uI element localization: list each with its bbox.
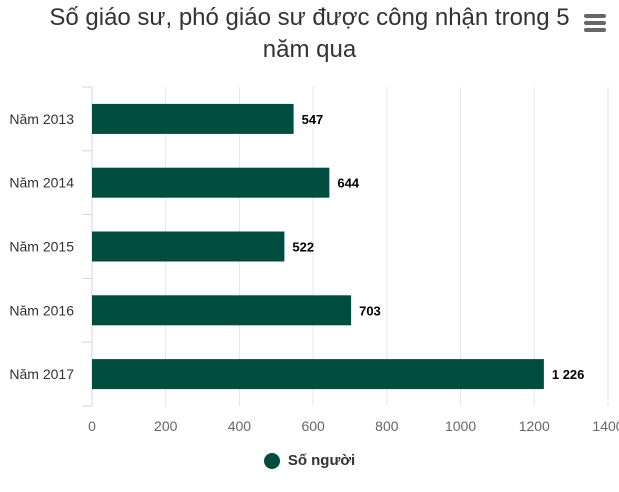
legend-item[interactable]: Số người — [263, 452, 356, 469]
category-label: Năm 2014 — [9, 175, 74, 191]
x-tick-label: 200 — [154, 418, 178, 434]
category-label: Năm 2015 — [9, 239, 74, 255]
legend-marker — [263, 452, 280, 469]
x-tick-label: 400 — [228, 418, 252, 434]
hamburger-menu-icon[interactable] — [584, 14, 608, 36]
legend-label: Số người — [287, 452, 356, 469]
data-label: 547 — [302, 112, 324, 127]
legend: Số người — [0, 452, 619, 474]
data-label: 522 — [292, 240, 314, 255]
bar[interactable] — [92, 295, 352, 326]
x-tick-label: 0 — [88, 418, 96, 434]
x-tick-label: 1000 — [445, 418, 476, 434]
x-tick-label: 800 — [375, 418, 399, 434]
data-label: 703 — [359, 303, 381, 318]
bar[interactable] — [92, 231, 285, 262]
x-tick-label: 1400 — [592, 418, 619, 434]
x-tick-label: 600 — [301, 418, 325, 434]
category-label: Năm 2017 — [9, 366, 74, 382]
bar[interactable] — [92, 359, 544, 390]
data-label: 644 — [337, 176, 359, 191]
bar[interactable] — [92, 167, 330, 198]
x-tick-label: 1200 — [519, 418, 550, 434]
bar[interactable] — [92, 103, 294, 134]
chart-title: Số giáo sư, phó giáo sư được công nhận t… — [49, 4, 570, 63]
category-label: Năm 2016 — [9, 302, 74, 318]
category-label: Năm 2013 — [9, 111, 74, 127]
data-label: 1 226 — [552, 367, 585, 382]
